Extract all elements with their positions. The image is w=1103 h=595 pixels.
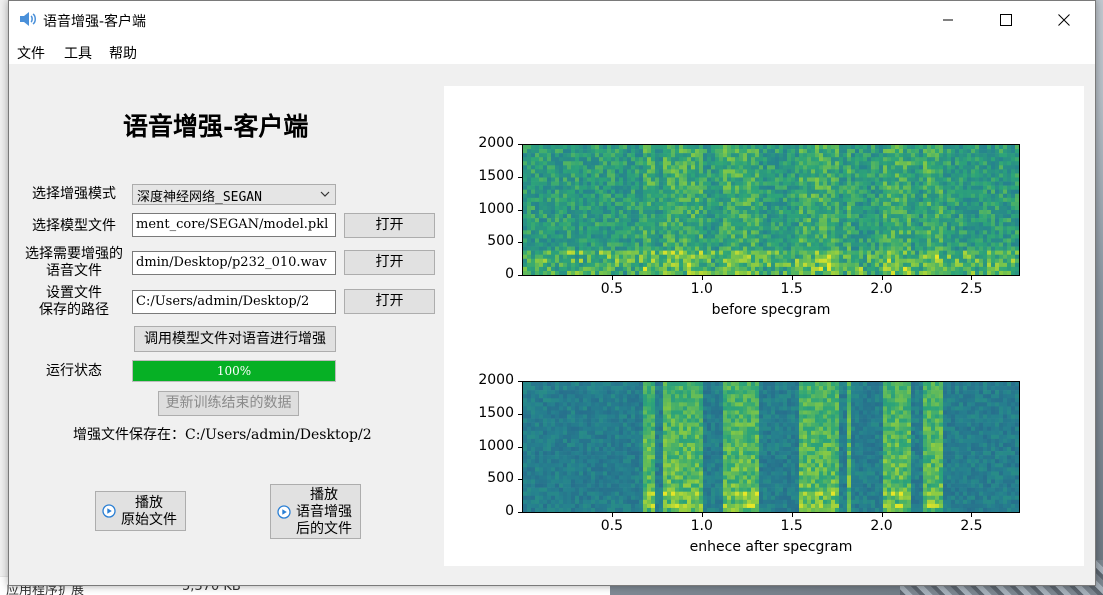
x-tick-mark (881, 276, 883, 280)
spectrogram-after (522, 381, 1020, 513)
x-tick-label: 0.5 (600, 281, 624, 297)
x-tick-mark (611, 276, 613, 280)
menu-bar: 文件 工具 帮助 (9, 38, 1095, 64)
close-icon (1058, 13, 1070, 26)
save-path-label-line2: 保存的路径 (39, 302, 109, 318)
x-tick-mark (791, 276, 793, 280)
play-icon (277, 505, 291, 519)
spectrogram-panel: 2000 1500 1000 500 0 0.5 1.0 1.5 2.0 2.5 before s… (444, 86, 1084, 566)
audio-file-label-line1: 选择需要增强的 (25, 246, 123, 262)
x-tick-label: 1.0 (690, 518, 713, 534)
y-tick-mark (518, 144, 522, 145)
background-file-type: 应用程序扩展 (6, 583, 85, 595)
x-tick-mark (791, 513, 793, 517)
minimize-icon (943, 19, 953, 20)
y-tick-label: 1500 (478, 404, 514, 421)
y-tick-label: 500 (487, 233, 514, 250)
mode-select[interactable]: 深度神经网络_SEGAN (132, 184, 336, 205)
title-bar[interactable]: 语音增强-客户端 (9, 1, 1095, 38)
y-tick-label: 2000 (478, 372, 514, 388)
x-tick-label: 1.5 (780, 281, 803, 297)
x-tick-mark (971, 513, 973, 517)
play-enhanced-button[interactable]: 播放 语音增强 后的文件 (270, 484, 361, 539)
mode-label: 选择增强模式 (32, 186, 116, 202)
x-tick-label: 1.0 (690, 281, 713, 297)
x-tick-mark (701, 276, 703, 280)
mode-select-value: 深度神经网络_SEGAN (137, 190, 262, 205)
x-tick-label: 1.5 (780, 518, 803, 534)
chevron-down-icon (320, 191, 330, 197)
open-audio-button[interactable]: 打开 (344, 250, 435, 275)
close-button[interactable] (1035, 1, 1093, 38)
maximize-icon (1000, 13, 1012, 26)
speaker-app-icon (20, 12, 36, 26)
progress-bar: 100% (132, 360, 336, 382)
y-tick-mark (518, 209, 522, 211)
play-original-button[interactable]: 播放 原始文件 (95, 491, 186, 531)
play-original-label: 播放 原始文件 (114, 495, 184, 529)
y-tick-mark (518, 176, 522, 178)
play-icon (102, 504, 116, 518)
x-tick-mark (881, 513, 883, 517)
spectrogram-before (522, 144, 1020, 276)
play-original-line1: 播放 (135, 495, 163, 511)
y-tick-mark (518, 242, 522, 244)
model-file-label: 选择模型文件 (32, 218, 116, 234)
app-window: 语音增强-客户端 文件 工具 帮助 语音增强-客户端 选择增强模式 深度神经网络… (8, 0, 1096, 586)
x-tick-label: 2.5 (960, 281, 983, 297)
audio-file-label-line2: 语音文件 (46, 263, 102, 279)
y-tick-label: 0 (505, 266, 514, 282)
open-model-button[interactable]: 打开 (344, 213, 435, 238)
play-original-line2: 原始文件 (121, 512, 177, 528)
save-path-label-line1: 设置文件 (46, 285, 102, 301)
x-tick-mark (971, 276, 973, 280)
y-tick-label: 1000 (478, 437, 514, 454)
x-tick-mark (611, 513, 613, 517)
progress-fill (133, 361, 335, 381)
open-save-path-button[interactable]: 打开 (344, 289, 435, 314)
y-tick-label: 2000 (478, 135, 514, 151)
play-enhanced-line2: 语音增强 (296, 504, 352, 520)
update-data-button[interactable]: 更新训练结束的数据 (158, 391, 299, 416)
y-tick-mark (518, 275, 522, 276)
y-tick-label: 1500 (478, 167, 514, 184)
x-tick-mark (701, 513, 703, 517)
page-title: 语音增强-客户端 (123, 112, 309, 141)
x-tick-label: 2.5 (960, 518, 983, 534)
status-label: 运行状态 (46, 363, 102, 379)
saved-path-message: 增强文件保存在：C:/Users/admin/Desktop/2 (73, 427, 372, 443)
menu-tools[interactable]: 工具 (64, 46, 92, 62)
audio-file-label: 选择需要增强的 语音文件 (17, 246, 131, 280)
spectrogram-before-image (523, 145, 1019, 275)
menu-help[interactable]: 帮助 (109, 46, 137, 62)
y-tick-label: 1000 (478, 200, 514, 217)
save-path-input[interactable]: C:/Users/admin/Desktop/2 (132, 290, 336, 314)
window-title: 语音增强-客户端 (43, 14, 147, 30)
progress-text: 100% (216, 364, 252, 378)
minimize-button[interactable] (919, 1, 977, 38)
spectrogram-after-xlabel: enhece after specgram (689, 539, 853, 555)
play-enhanced-label: 播放 语音增强 后的文件 (289, 487, 359, 538)
x-tick-label: 2.0 (870, 281, 893, 297)
enhance-button[interactable]: 调用模型文件对语音进行增强 (134, 326, 336, 352)
maximize-button[interactable] (977, 1, 1035, 38)
y-tick-label: 0 (505, 503, 514, 519)
menu-file[interactable]: 文件 (17, 46, 45, 62)
y-tick-label: 500 (487, 470, 514, 487)
audio-file-input[interactable]: dmin/Desktop/p232_010.wav (132, 251, 336, 275)
y-tick-mark (518, 446, 522, 448)
x-tick-label: 2.0 (870, 518, 893, 534)
model-file-input[interactable]: ment_core/SEGAN/model.pkl (132, 213, 336, 237)
spectrogram-before-xlabel: before specgram (711, 302, 831, 318)
y-tick-mark (518, 413, 522, 415)
save-path-label: 设置文件 保存的路径 (27, 285, 121, 319)
y-tick-mark (518, 512, 522, 513)
x-tick-label: 0.5 (600, 518, 624, 534)
play-enhanced-line1: 播放 (310, 487, 338, 503)
play-enhanced-line3: 后的文件 (296, 521, 352, 537)
y-tick-mark (518, 381, 522, 382)
y-tick-mark (518, 479, 522, 481)
spectrogram-after-image (523, 382, 1019, 512)
